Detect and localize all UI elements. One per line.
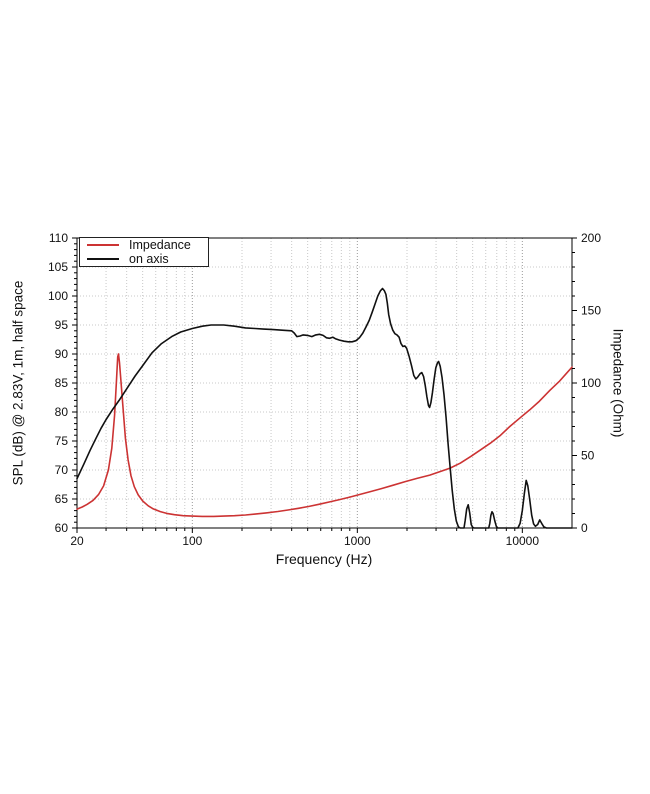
y-left-tick-label: 60 — [55, 521, 69, 535]
impedance-curve — [76, 353, 573, 518]
y-left-tick-label: 65 — [55, 492, 69, 506]
y-left-tick-label: 80 — [55, 405, 69, 419]
y-left-tick-label: 95 — [55, 318, 69, 332]
legend-label-on-axis: on axis — [129, 252, 169, 266]
y-left-tick-label: 100 — [48, 289, 68, 303]
legend-label-impedance: Impedance — [129, 238, 191, 252]
y-right-tick-label: 50 — [581, 449, 595, 463]
y-left-tick-label: 110 — [49, 231, 68, 245]
y-right-tick-label: 200 — [581, 231, 601, 245]
on-axis-curve — [76, 287, 573, 529]
legend-box: Impedance on axis — [79, 237, 209, 267]
x-tick-label: 20 — [70, 534, 84, 548]
y-axis-title-left: SPL (dB) @ 2.83V, 1m, half space — [10, 280, 26, 486]
y-right-tick-label: 0 — [581, 521, 588, 535]
y-left-tick-label: 75 — [55, 434, 69, 448]
x-tick-label: 10000 — [506, 534, 540, 548]
y-left-tick-label: 105 — [48, 260, 68, 274]
impedance-line-sample — [87, 244, 119, 246]
x-tick-label: 100 — [182, 534, 202, 548]
y-right-tick-label: 150 — [581, 304, 601, 318]
y-axis-title-right: Impedance (Ohm) — [610, 328, 626, 438]
x-tick-label: 1000 — [344, 534, 371, 548]
y-left-tick-label: 70 — [55, 463, 69, 477]
x-axis-title: Frequency (Hz) — [275, 551, 373, 567]
y-left-tick-label: 90 — [55, 347, 69, 361]
y-right-tick-label: 100 — [581, 376, 601, 390]
on-axis-line-sample — [87, 258, 119, 260]
legend-item-impedance: Impedance — [80, 238, 208, 252]
y-left-tick-label: 85 — [55, 376, 69, 390]
legend-item-on-axis: on axis — [80, 252, 208, 266]
